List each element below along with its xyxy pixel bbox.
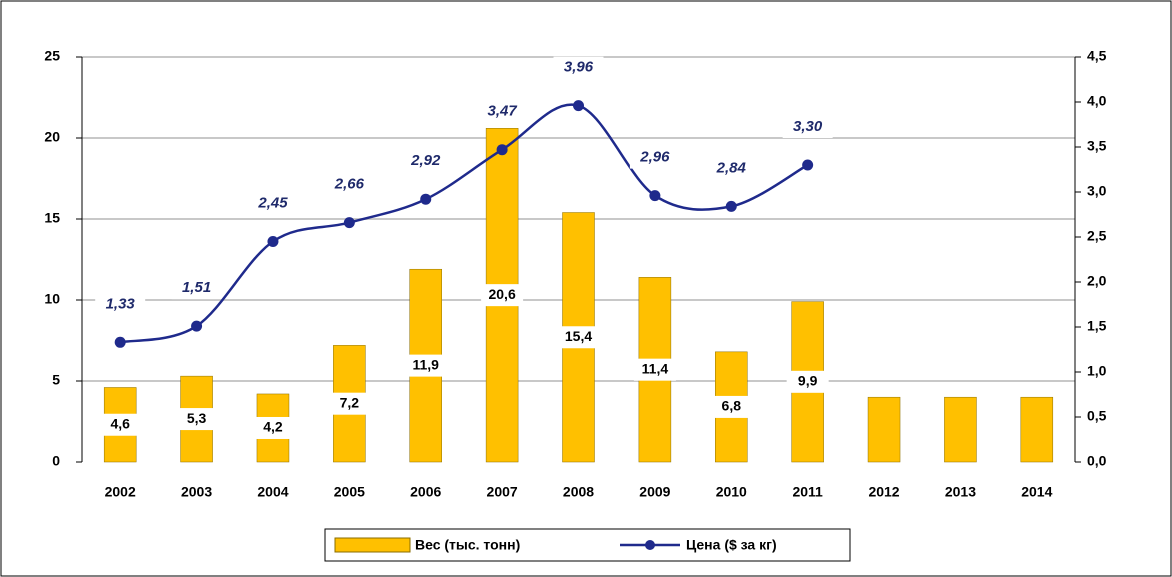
x-tick-label: 2012 — [868, 484, 899, 500]
y-tick-label: 25 — [44, 48, 60, 64]
price-label-bg — [324, 173, 375, 196]
y-tick-label: 20 — [44, 129, 60, 145]
bar-label-bg — [251, 416, 294, 439]
y2-tick-label: 1,5 — [1087, 318, 1107, 334]
legend-label: Вес (тыс. тонн) — [415, 537, 520, 553]
bar-label-bg — [404, 354, 447, 377]
bar-label: 15,4 — [565, 328, 592, 344]
bar-label: 6,8 — [722, 398, 742, 414]
x-tick-label: 2008 — [563, 484, 594, 500]
bar-label: 11,4 — [642, 360, 669, 376]
legend-label: Цена ($ за кг) — [686, 537, 777, 553]
price-line — [119, 103, 809, 344]
price-point — [573, 100, 584, 112]
price-label-bg — [171, 277, 222, 300]
legend-box — [324, 528, 851, 562]
price-label-bg — [477, 100, 528, 123]
bar-label: 4,6 — [110, 415, 130, 431]
y2-tick-label: 4,5 — [1087, 48, 1107, 64]
price-label-bg — [553, 56, 604, 79]
y2-tick-label: 2,5 — [1087, 228, 1107, 244]
bar-label-bg — [99, 413, 142, 436]
x-tick-label: 2003 — [181, 484, 212, 500]
bar — [867, 396, 901, 463]
price-point — [420, 193, 432, 205]
bar — [944, 396, 977, 463]
price-point — [191, 320, 203, 332]
price-point — [496, 144, 508, 156]
price-point — [725, 200, 737, 212]
price-point — [267, 236, 279, 247]
bar-label-bg — [328, 392, 371, 415]
price-point — [343, 217, 355, 229]
price-label-bg — [629, 146, 680, 169]
y2-tick-label: 0,0 — [1087, 453, 1107, 469]
bar-label-bg — [175, 408, 218, 431]
y2-tick-label: 4,0 — [1087, 93, 1107, 109]
bar — [1020, 396, 1054, 463]
y-tick-label: 10 — [44, 291, 60, 307]
price-label: 2,96 — [639, 149, 670, 166]
bar-label: 11,9 — [412, 356, 439, 372]
bar-label-bg — [786, 370, 829, 393]
x-tick-label: 2007 — [487, 484, 518, 500]
x-tick-label: 2011 — [792, 484, 823, 500]
price-label-bg — [95, 293, 146, 316]
x-tick-label: 2009 — [639, 484, 670, 500]
price-label: 3,96 — [564, 59, 594, 76]
bar-label: 9,9 — [798, 373, 818, 389]
price-label: 1,51 — [182, 279, 211, 296]
price-point — [649, 190, 661, 202]
price-point — [802, 159, 814, 171]
price-label: 2,84 — [716, 159, 747, 176]
y2-tick-label: 3,0 — [1087, 183, 1107, 199]
x-tick-label: 2002 — [105, 484, 136, 500]
x-tick-label: 2014 — [1021, 484, 1052, 500]
x-tick-label: 2005 — [334, 484, 365, 500]
x-tick-label: 2013 — [945, 484, 976, 500]
price-label: 2,66 — [334, 176, 365, 193]
bar-label-bg — [481, 284, 524, 307]
price-label-bg — [400, 150, 451, 173]
y-tick-label: 5 — [52, 372, 60, 388]
y2-tick-label: 3,5 — [1087, 138, 1107, 154]
y2-tick-label: 1,0 — [1087, 363, 1107, 379]
x-tick-label: 2004 — [257, 484, 288, 500]
y-tick-label: 0 — [52, 453, 60, 469]
bar-label-bg — [633, 358, 676, 381]
price-point — [114, 336, 126, 348]
bar-label-bg — [557, 326, 600, 349]
price-label-bg — [782, 116, 833, 138]
bar-label: 5,3 — [187, 410, 207, 426]
y2-tick-label: 0,5 — [1087, 408, 1107, 424]
price-label-bg — [706, 157, 757, 180]
bar-label: 7,2 — [340, 394, 360, 410]
price-label: 2,45 — [257, 194, 288, 211]
bar-label: 20,6 — [488, 286, 515, 302]
x-tick-label: 2010 — [716, 484, 747, 500]
x-tick-label: 2006 — [410, 484, 441, 500]
price-label: 2,92 — [410, 152, 441, 169]
price-label: 3,30 — [793, 118, 823, 135]
legend-swatch — [334, 537, 411, 553]
price-label: 1,33 — [106, 295, 136, 312]
legend-marker — [645, 540, 655, 550]
price-label-bg — [247, 192, 298, 215]
price-label: 3,47 — [488, 103, 518, 120]
bar-label: 4,2 — [263, 419, 283, 435]
y-tick-label: 15 — [44, 210, 60, 226]
y2-tick-label: 2,0 — [1087, 273, 1107, 289]
bar-label-bg — [710, 395, 753, 418]
